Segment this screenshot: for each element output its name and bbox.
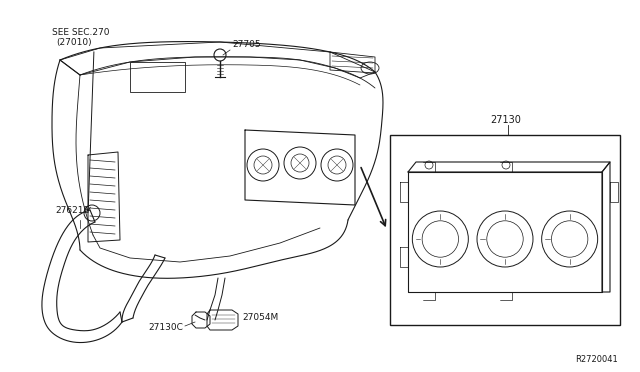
Bar (130, 62, 185, 92)
Text: 27130: 27130 (490, 115, 521, 125)
Text: 27621E: 27621E (55, 206, 89, 215)
Text: (27010): (27010) (56, 38, 92, 47)
Text: 27054M: 27054M (242, 313, 278, 322)
Text: SEE SEC.270: SEE SEC.270 (52, 28, 109, 37)
Text: 27130C: 27130C (148, 323, 183, 332)
Text: 27705: 27705 (232, 40, 260, 49)
Bar (390, 135, 620, 325)
Text: R2720041: R2720041 (575, 355, 618, 364)
